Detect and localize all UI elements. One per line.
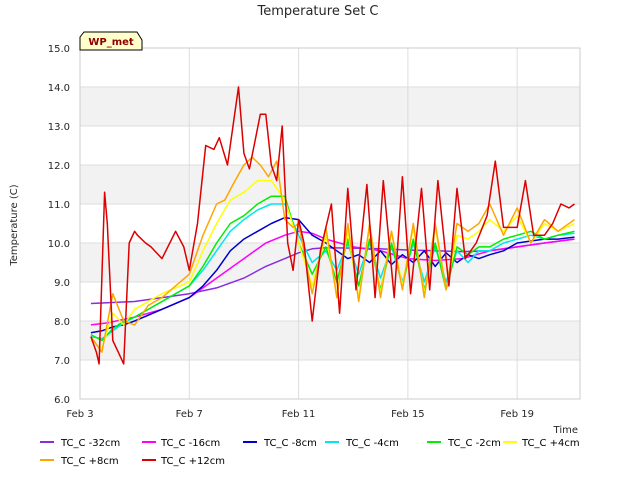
- plot-bands: [80, 87, 580, 360]
- plot-frame: [79, 47, 581, 400]
- chart-title: Temperature Set C: [256, 4, 378, 19]
- plot-band: [80, 87, 580, 126]
- series-lines: [90, 86, 575, 365]
- y-tick-label: 11.0: [48, 200, 70, 211]
- legend-label: TC_C -16cm: [160, 438, 220, 449]
- legend-label: TC_C +8cm: [60, 456, 119, 467]
- legend-label: TC_C +12cm: [160, 456, 225, 467]
- legend-label: TC_C -4cm: [345, 438, 399, 449]
- wp-met-badge: WP_met: [79, 31, 143, 51]
- y-tick-label: 7.0: [54, 356, 70, 367]
- legend: TC_C -32cm TC_C -16cm TC_C -8cm TC_C -4cm TC…: [40, 438, 580, 467]
- x-tick-label: Feb 7: [176, 409, 203, 420]
- y-tick-label: 6.0: [54, 395, 70, 406]
- y-tick-label: 13.0: [48, 122, 70, 133]
- y-tick-label: 15.0: [48, 44, 70, 55]
- plot-band: [80, 165, 580, 204]
- x-tick-labels: Feb 3 Feb 7 Feb 11 Feb 15 Feb 19: [66, 409, 534, 420]
- legend-label: TC_C +4cm: [521, 438, 580, 449]
- y-tick-label: 8.0: [54, 317, 70, 328]
- legend-label: TC_C -32cm: [60, 438, 120, 449]
- badge-label: WP_met: [88, 37, 134, 48]
- series-line-7: [90, 86, 575, 365]
- badge-box: [79, 31, 143, 51]
- y-tick-label: 12.0: [48, 161, 70, 172]
- y-tick-label: 9.0: [54, 278, 70, 289]
- plot-band: [80, 321, 580, 360]
- x-tick-label: Feb 11: [282, 409, 316, 420]
- x-tick-label: Feb 19: [500, 409, 534, 420]
- legend-label: TC_C -2cm: [447, 438, 501, 449]
- y-axis-title: Temperature (C): [9, 184, 20, 266]
- legend-label: TC_C -8cm: [263, 438, 317, 449]
- y-tick-label: 10.0: [48, 239, 70, 250]
- x-tick-label: Feb 3: [66, 409, 93, 420]
- x-axis-title: Time: [553, 425, 578, 436]
- y-tick-label: 14.0: [48, 83, 70, 94]
- x-tick-label: Feb 15: [391, 409, 425, 420]
- y-tick-labels: 6.0 7.0 8.0 9.0 10.0 11.0 12.0 13.0 14.0 15.0: [48, 44, 70, 406]
